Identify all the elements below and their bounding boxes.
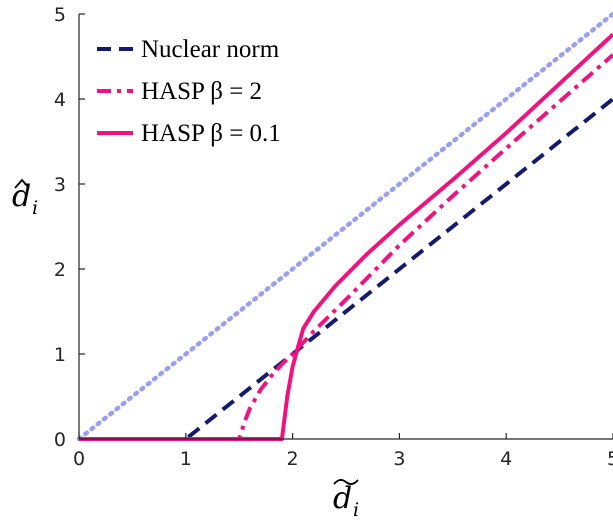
x-tick-label: 5 <box>607 448 613 470</box>
y-axis-subscript: i <box>32 197 38 219</box>
y-tick-label: 3 <box>54 174 66 196</box>
y-tick-label: 5 <box>54 4 66 26</box>
series-line-hasp-0-1 <box>79 32 613 441</box>
hat-accent <box>14 178 30 189</box>
y-axis-symbol: d <box>12 179 31 214</box>
legend: Nuclear norm HASP β = 2 HASP β = 0.1 <box>97 36 281 147</box>
series-line-hasp-2 <box>79 53 613 441</box>
x-axis-subscript: i <box>353 499 359 521</box>
x-tick-label: 3 <box>393 448 405 470</box>
x-axis-symbol: d <box>333 481 352 516</box>
x-tick-label: 1 <box>180 448 192 470</box>
y-tick-label: 2 <box>54 259 66 281</box>
legend-label-hasp-beta-2: HASP β = 2 <box>141 78 262 105</box>
y-tick-label: 4 <box>54 89 66 111</box>
x-tick-label: 0 <box>73 448 85 470</box>
tilde-accent <box>333 479 359 485</box>
x-axis-label: d i <box>333 479 359 521</box>
legend-label-hasp-beta-0-1: HASP β = 0.1 <box>141 120 281 147</box>
y-tick-label: 1 <box>54 344 66 366</box>
tick-labels: 0 1 2 3 4 5 0 1 2 3 4 5 <box>54 4 613 470</box>
y-tick-label: 0 <box>54 429 66 451</box>
x-tick-label: 4 <box>500 448 512 470</box>
x-tick-label: 2 <box>287 448 299 470</box>
series-line-identity <box>76 11 613 442</box>
axes <box>78 13 613 440</box>
y-axis-label: d i <box>12 178 38 219</box>
legend-label-nuclear-norm: Nuclear norm <box>141 36 280 63</box>
series-line-nuclear-norm <box>79 97 613 441</box>
